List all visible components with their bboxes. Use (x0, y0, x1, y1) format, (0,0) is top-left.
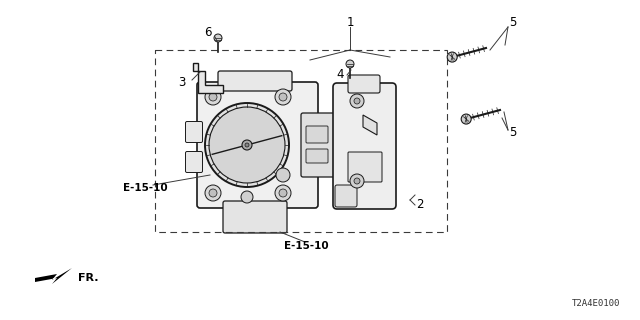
Circle shape (354, 178, 360, 184)
Circle shape (209, 107, 285, 183)
Circle shape (461, 114, 471, 124)
FancyBboxPatch shape (306, 126, 328, 143)
Circle shape (276, 168, 290, 182)
Circle shape (350, 174, 364, 188)
Text: 2: 2 (416, 198, 424, 212)
Text: E-15-10: E-15-10 (123, 183, 167, 193)
FancyBboxPatch shape (186, 122, 202, 142)
FancyBboxPatch shape (186, 151, 202, 172)
Text: 5: 5 (509, 15, 516, 28)
Circle shape (205, 103, 289, 187)
Circle shape (209, 189, 217, 197)
FancyBboxPatch shape (333, 83, 396, 209)
FancyBboxPatch shape (218, 71, 292, 91)
Polygon shape (193, 63, 223, 93)
FancyBboxPatch shape (197, 82, 318, 208)
FancyBboxPatch shape (306, 149, 328, 163)
Circle shape (447, 52, 457, 62)
FancyBboxPatch shape (223, 201, 287, 233)
Circle shape (350, 94, 364, 108)
Text: 4: 4 (336, 68, 344, 82)
Polygon shape (35, 268, 72, 284)
Text: 5: 5 (509, 125, 516, 139)
FancyBboxPatch shape (348, 75, 380, 93)
FancyBboxPatch shape (301, 113, 335, 177)
Circle shape (279, 189, 287, 197)
Circle shape (346, 60, 354, 68)
Circle shape (205, 185, 221, 201)
Text: 1: 1 (346, 15, 354, 28)
Circle shape (241, 191, 253, 203)
Circle shape (279, 93, 287, 101)
Text: 6: 6 (204, 26, 212, 38)
Circle shape (214, 34, 222, 42)
Circle shape (245, 143, 249, 147)
Circle shape (354, 98, 360, 104)
FancyBboxPatch shape (335, 185, 357, 207)
Text: E-15-10: E-15-10 (284, 241, 328, 251)
Circle shape (275, 185, 291, 201)
Text: 3: 3 (179, 76, 186, 89)
Text: FR.: FR. (78, 273, 99, 283)
Circle shape (275, 89, 291, 105)
Bar (155, 50, 447, 232)
FancyBboxPatch shape (348, 152, 382, 182)
Circle shape (242, 140, 252, 150)
Polygon shape (363, 115, 377, 135)
Circle shape (205, 89, 221, 105)
Circle shape (209, 93, 217, 101)
Text: T2A4E0100: T2A4E0100 (572, 299, 620, 308)
